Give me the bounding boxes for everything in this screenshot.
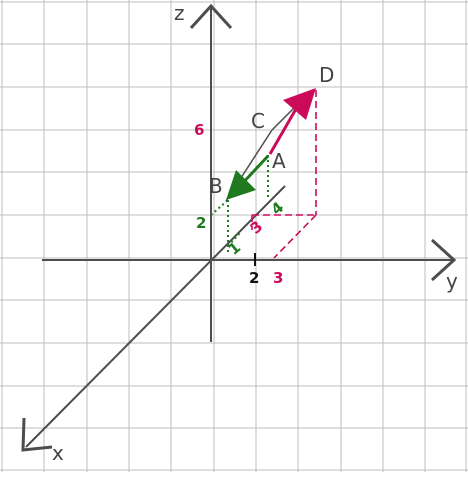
vector-d-arrowhead (283, 88, 316, 120)
axis-label-z: z (174, 1, 185, 25)
x-axis-line (25, 185, 286, 448)
dim-label-green-2: 2 (196, 214, 206, 232)
dim-label-magenta-3-inner: 3 (247, 217, 267, 237)
point-label-a: A (272, 149, 286, 173)
axes (21, 3, 457, 452)
y-axis-arrowhead (430, 238, 457, 282)
dim-label-6: 6 (194, 121, 204, 139)
z-axis-arrowhead (189, 3, 233, 30)
b-construction (210, 155, 269, 255)
vector-b-arrowhead (226, 170, 256, 200)
dim-label-green-4: 4 (268, 198, 288, 218)
d-construction (251, 90, 317, 259)
vector-to-d (268, 88, 316, 155)
point-label-b: B (209, 174, 223, 198)
dim-label-green-1: 1 (225, 238, 245, 258)
axis-label-y: y (446, 269, 458, 293)
x-axis-arrowhead (21, 417, 53, 452)
point-label-d: D (319, 63, 334, 87)
axis-label-x: x (52, 441, 64, 465)
vector-to-b (226, 154, 270, 200)
point-label-c: C (251, 109, 265, 133)
dim-label-black-2: 2 (249, 269, 259, 287)
dim-label-magenta-3-axis: 3 (273, 269, 283, 287)
